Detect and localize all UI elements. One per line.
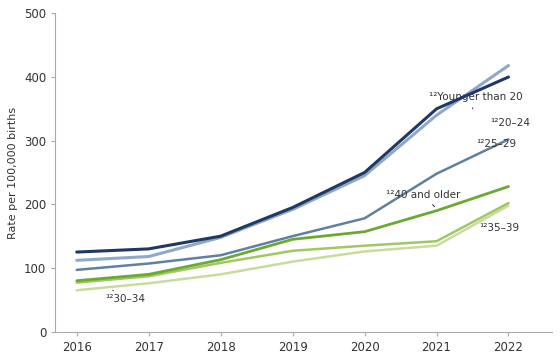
Text: ¹²40 and older: ¹²40 and older [386,190,460,207]
Text: ¹²35–39: ¹²35–39 [480,223,520,233]
Text: ¹²30–34: ¹²30–34 [105,290,146,303]
Y-axis label: Rate per 100,000 births: Rate per 100,000 births [8,106,18,239]
Text: ¹²20–24: ¹²20–24 [491,118,530,128]
Text: ¹²25–29: ¹²25–29 [476,139,516,150]
Text: ¹²Younger than 20: ¹²Younger than 20 [430,92,523,109]
